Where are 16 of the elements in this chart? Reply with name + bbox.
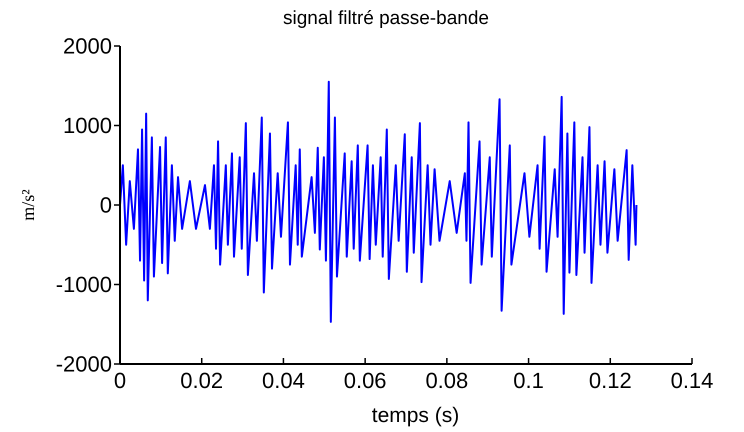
- y-tick-label: -1000: [56, 272, 112, 298]
- y-tick-label: 2000: [63, 34, 112, 59]
- x-tick-label: 0.08: [425, 368, 468, 393]
- x-axis-title: temps (s): [372, 404, 460, 427]
- x-tick-label: 0.12: [588, 368, 632, 393]
- x-tick-label: 0.02: [180, 368, 224, 393]
- y-axis-title: m/s²: [18, 189, 38, 221]
- chart-title: signal filtré passe-bande: [283, 8, 489, 29]
- y-tick-label: 1000: [63, 113, 112, 138]
- x-tick-label: 0.06: [344, 368, 387, 393]
- line-series: [119, 80, 638, 323]
- x-tick-label: 0.1: [513, 368, 544, 393]
- y-tick-label: 0: [100, 192, 112, 218]
- y-tick-label: -2000: [56, 352, 112, 377]
- x-tick-label: 0.14: [670, 368, 714, 393]
- x-tick-label: 0.04: [262, 368, 305, 393]
